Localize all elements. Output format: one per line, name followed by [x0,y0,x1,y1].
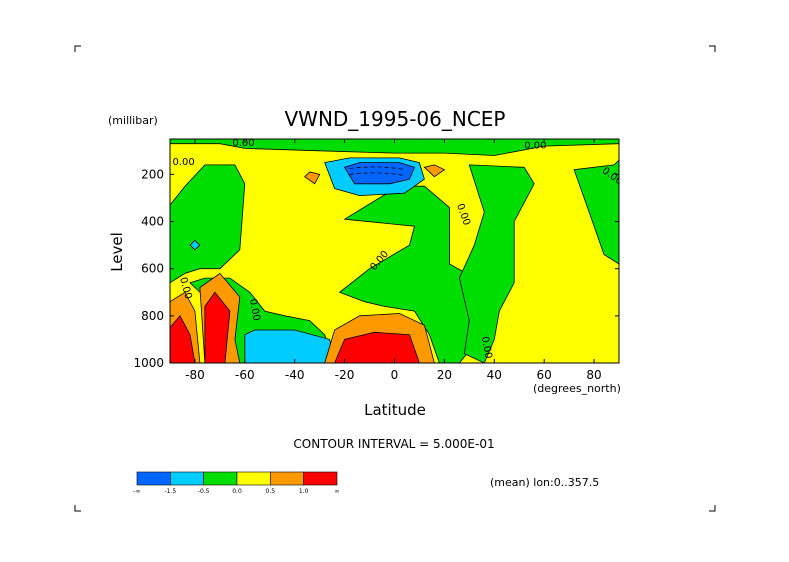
corner-mark-bottom-right [709,505,716,512]
contour-region-cyan-southern-surface [244,329,336,363]
contour-label: 0.00 [232,138,254,149]
x-tick-label: 80 [586,368,601,382]
contour-region-green-upper-band [170,139,619,156]
colorbar-label: -1.5 [164,488,176,495]
y-units-label: (millibar) [108,114,158,127]
y-axis: 200 400 600 800 1000 [133,167,619,370]
y-tick-label: 400 [141,215,164,229]
x-axis-label: Latitude [364,401,426,419]
colorbar-swatch [236,471,271,486]
colorbar-swatch [136,471,171,486]
y-axis-label: Level [108,232,126,272]
contour-label: 0.00 [172,157,194,168]
colorbar-label: -∞ [133,488,140,495]
y-tick-label: 800 [141,309,164,323]
contour-label: 0.00 [524,140,546,151]
chart-title: VWND_1995-06_NCEP [284,107,505,131]
colorbar-label: -0.5 [198,488,210,495]
contour-region-red-southern-2 [204,291,231,363]
contour-region-green-northern-1 [458,164,535,363]
footnote-mean-lon: (mean) lon:0..357.5 [490,476,599,489]
x-tick-label: 40 [487,368,502,382]
y-tick-label: 200 [141,167,164,181]
contour-region-orange-patch-2 [423,164,446,178]
y-tick-label: 600 [141,262,164,276]
contour-region-green-southern-column [170,164,246,284]
x-tick-label: -60 [235,368,255,382]
x-tick-label: -20 [335,368,355,382]
x-tick-label: -80 [185,368,205,382]
contour-region-green-northern-2 [573,159,619,265]
x-units-label: (degrees_north) [533,382,621,395]
x-tick-label: 60 [537,368,552,382]
colorbar-swatch [270,471,304,486]
contour-labels: 0.00 0.000.000.000.000.000.000.000.00 [172,138,619,360]
contour-region-red-southern-1 [170,315,196,363]
contour-region-red-tropical [334,331,420,363]
contour-region-orange-patch-1 [304,171,321,185]
x-tick-label: 0 [391,368,399,382]
contour-label: 0.00 [479,336,494,360]
x-tick-label: 20 [437,368,452,382]
contour-regions [170,139,619,363]
colorbar-label: 1.0 [299,488,309,495]
contour-region-cyan-southern-patch [189,239,201,251]
corner-mark-top-left [74,45,81,52]
plot-area: 0.00 0.000.000.000.000.000.000.000.00 -80… [133,138,620,382]
colorbar-swatch [303,471,338,486]
colorbar-swatch [203,471,238,486]
x-axis: -80 -60 -40 -20 0 20 40 60 80 [185,139,602,382]
corner-mark-top-right [709,45,716,52]
contour-region-green-tropical-north [338,185,495,363]
colorbar-label: 0.0 [232,488,242,495]
colorbar-label: 0.5 [266,488,276,495]
y-tick-label: 1000 [133,356,164,370]
colorbar-label: ∞ [335,488,340,495]
contour-label: 0.00 [247,298,262,322]
contour-interval-text: CONTOUR INTERVAL = 5.000E-01 [293,437,494,451]
x-tick-label: -40 [285,368,305,382]
dashed-contour-0 [349,166,405,171]
colorbar: -∞ -1.5 -0.5 0.0 0.5 1.0 ∞ [133,471,340,495]
corner-marks [74,45,716,512]
dashed-contour-1 [349,172,405,176]
colorbar-swatch [170,471,204,486]
corner-mark-bottom-left [74,505,81,512]
